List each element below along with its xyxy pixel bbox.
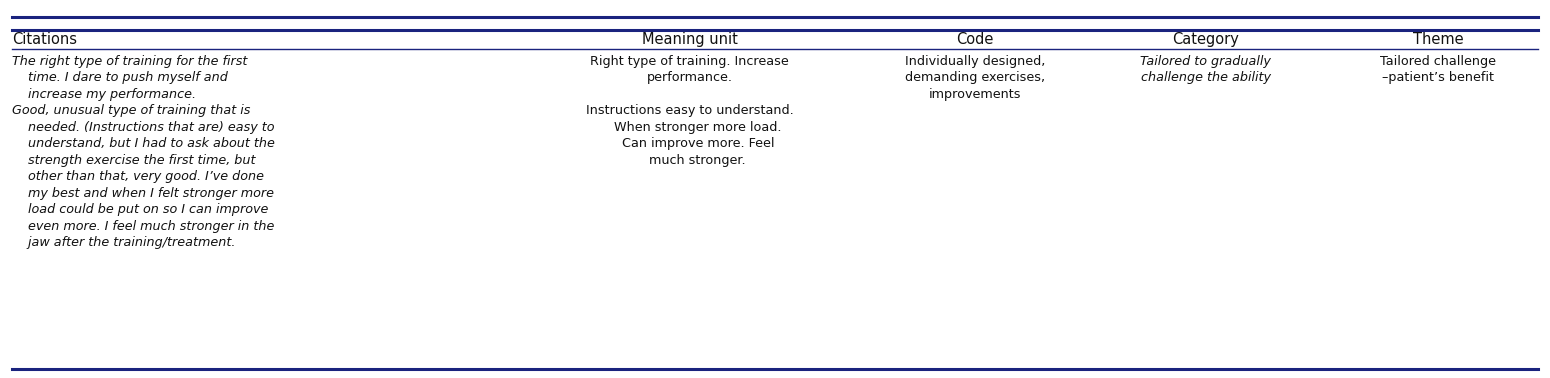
Text: Citations: Citations [12,32,78,47]
Text: Category: Category [1172,32,1240,47]
Text: Code: Code [956,32,994,47]
Text: Tailored challenge
–patient’s benefit: Tailored challenge –patient’s benefit [1381,55,1496,84]
Text: Right type of training. Increase
performance.

Instructions easy to understand.
: Right type of training. Increase perform… [586,55,794,167]
Text: Theme: Theme [1414,32,1463,47]
Text: Individually designed,
demanding exercises,
improvements: Individually designed, demanding exercis… [905,55,1045,101]
Text: Tailored to gradually
challenge the ability: Tailored to gradually challenge the abil… [1141,55,1271,84]
Text: Meaning unit: Meaning unit [642,32,738,47]
Text: The right type of training for the first
    time. I dare to push myself and
   : The right type of training for the first… [12,55,276,249]
